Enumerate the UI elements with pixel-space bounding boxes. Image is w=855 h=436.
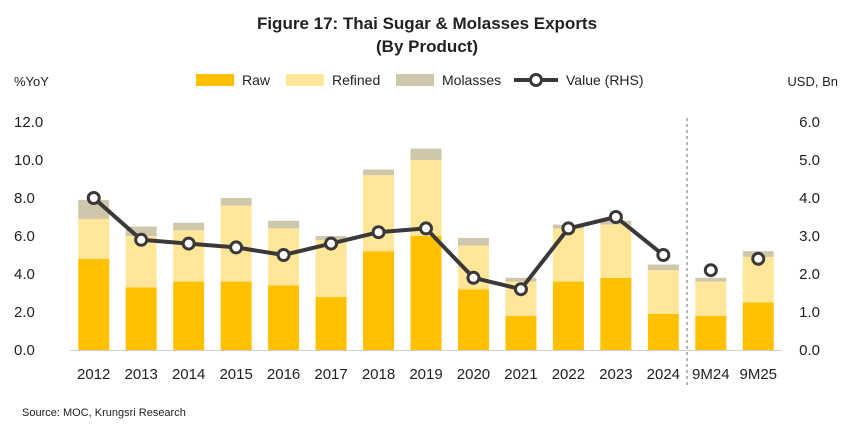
bar-molasses	[363, 169, 395, 176]
bar-molasses	[695, 277, 727, 282]
left-tick-label: 2.0	[14, 304, 35, 321]
x-tick-label: 9M25	[740, 366, 778, 383]
legend-label-refined: Refined	[332, 72, 380, 88]
bar-raw	[78, 258, 110, 350]
chart-title: Figure 17: Thai Sugar & Molasses Exports	[257, 14, 597, 33]
plot-area: 0.0 2.0 4.0 6.0 8.0 10.0 12.0 0.0 1.0 2.0 3.0 4.0 5.…	[14, 114, 820, 385]
value-point	[466, 270, 481, 285]
bar-refined	[647, 270, 679, 314]
value-point	[276, 248, 291, 262]
bar-raw	[600, 277, 632, 350]
bar-raw	[173, 281, 205, 350]
value-point	[703, 263, 718, 278]
bar-molasses	[220, 198, 252, 206]
value-point	[561, 221, 576, 236]
legend-swatch-raw	[196, 74, 234, 86]
value-point	[134, 232, 149, 247]
bar-raw	[363, 251, 395, 350]
bar-raw	[457, 289, 489, 350]
x-tick-label: 9M24	[692, 366, 730, 383]
bar-raw	[220, 281, 252, 350]
left-tick-label: 0.0	[14, 342, 35, 359]
bar-raw	[505, 315, 537, 350]
x-tick-label: 2023	[599, 366, 632, 383]
value-point	[86, 191, 101, 205]
right-axis-unit: USD, Bn	[787, 74, 838, 89]
x-tick-label: 2018	[362, 366, 395, 383]
x-tick-label: 2017	[314, 366, 347, 383]
value-point	[181, 236, 196, 251]
bar-raw	[552, 281, 584, 350]
bar-raw	[410, 236, 442, 350]
x-tick-label: 2024	[647, 366, 680, 383]
value-point	[419, 221, 433, 236]
bar-molasses	[173, 222, 205, 231]
bar-refined	[363, 175, 395, 252]
bar-raw	[647, 313, 679, 350]
right-tick-label: 6.0	[799, 114, 820, 131]
chart-subtitle: (By Product)	[376, 37, 478, 56]
x-tick-label: 2012	[77, 366, 110, 383]
legend-marker-value	[529, 73, 543, 87]
x-tick-label: 2014	[172, 366, 205, 383]
legend-swatch-molasses	[396, 74, 434, 86]
legend-label-raw: Raw	[242, 72, 271, 88]
bar-molasses	[268, 220, 300, 229]
value-point	[371, 225, 386, 240]
bar-raw	[125, 287, 157, 350]
bar-molasses	[410, 148, 442, 160]
bar-refined	[78, 218, 110, 259]
x-tick-label: 2013	[125, 366, 158, 383]
x-tick-label: 2020	[457, 366, 490, 383]
value-point	[608, 210, 623, 224]
bar-molasses	[505, 277, 537, 282]
x-tick-label: 2021	[504, 366, 537, 383]
value-point	[751, 251, 766, 266]
right-tick-label: 4.0	[799, 190, 820, 207]
left-tick-label: 8.0	[14, 190, 35, 207]
value-point	[229, 240, 244, 255]
right-tick-label: 1.0	[799, 304, 820, 321]
right-tick-label: 5.0	[799, 152, 820, 169]
bar-raw	[315, 296, 347, 350]
left-tick-label: 6.0	[14, 228, 35, 245]
left-axis-unit: %YoY	[14, 74, 49, 89]
bar-raw	[742, 302, 774, 350]
legend: Raw Refined Molasses Value (RHS)	[196, 72, 644, 88]
bar-refined	[600, 224, 632, 278]
x-tick-label: 2015	[219, 366, 252, 383]
value-point	[324, 236, 339, 251]
legend-label-molasses: Molasses	[442, 72, 501, 88]
value-point	[513, 282, 528, 297]
left-tick-label: 12.0	[14, 114, 43, 131]
legend-label-value: Value (RHS)	[566, 72, 644, 88]
x-tick-label: 2022	[552, 366, 585, 383]
bar-refined	[695, 281, 727, 316]
bar-molasses	[125, 226, 157, 236]
bar-molasses	[647, 264, 679, 271]
x-tick-label: 2016	[267, 366, 300, 383]
bar-refined	[552, 228, 584, 282]
legend-swatch-refined	[286, 74, 324, 86]
left-tick-label: 4.0	[14, 266, 35, 283]
value-point	[656, 248, 671, 262]
x-tick-label: 2019	[409, 366, 442, 383]
bar-molasses	[457, 237, 489, 246]
bar-raw	[268, 285, 300, 350]
right-tick-label: 2.0	[799, 266, 820, 283]
source-note: Source: MOC, Krungsri Research	[22, 407, 186, 419]
left-tick-label: 10.0	[14, 152, 43, 169]
bar-raw	[695, 315, 727, 350]
right-tick-label: 3.0	[799, 228, 820, 245]
right-tick-label: 0.0	[799, 342, 820, 359]
